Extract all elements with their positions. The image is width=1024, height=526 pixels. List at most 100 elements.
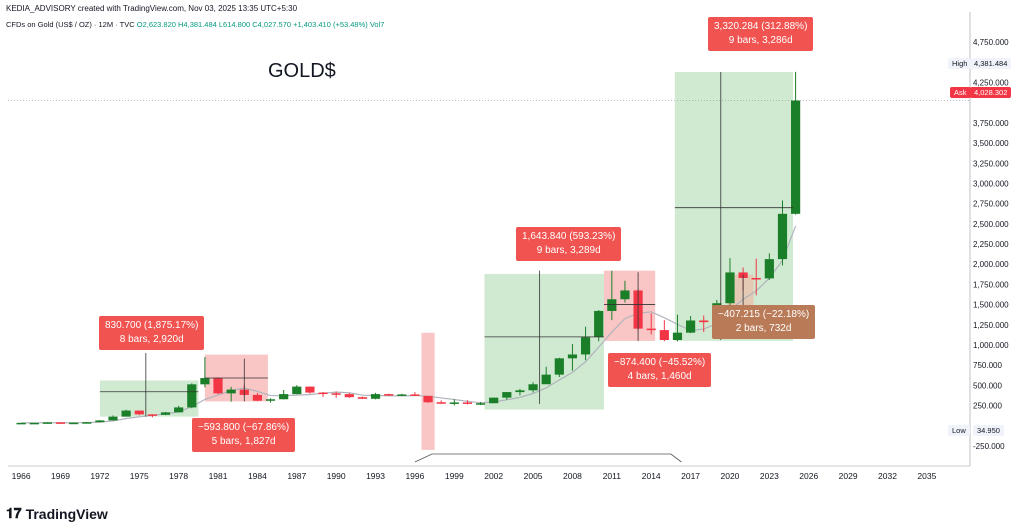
low-label-tag: Low [948,425,970,436]
candle-body-1978 [174,407,184,413]
candle-body-1991 [344,394,354,398]
candle-body-1996 [410,394,420,396]
measure-label-2016: 3,320.284 (312.88%) 9 bars, 3,286d [708,17,814,51]
low-value-tag: 34.950 [973,425,1004,436]
candle-body-1967 [29,422,39,425]
candle-body-1994 [384,394,394,396]
y-tick-label: 2,500.000 [973,220,1009,229]
candle-body-1975 [134,410,144,415]
candle-body-1998 [436,402,446,404]
candle-body-1987 [292,386,302,395]
candle-body-2016 [672,332,683,341]
candle-body-2002 [489,397,499,404]
candle-body-1969 [55,422,66,424]
x-tick-label: 2023 [760,471,779,481]
y-tick-label: 4,750.000 [973,38,1009,47]
y-tick-label: 4,250.000 [973,79,1009,88]
candle-body-2017 [685,320,696,333]
measure-label-2001: 1,643.840 (593.23%) 9 bars, 3,289d [516,227,622,261]
candle-body-2014 [646,328,656,331]
candle-body-1973 [108,416,118,421]
ask-value-tag: 4,028.302 [970,87,1012,98]
tradingview-brand: TradingView [25,505,108,522]
candle-body-2008 [567,354,578,359]
candle-body-1977 [160,412,171,415]
measure-label-2011: −874.400 (−45.52%) 4 bars, 1,460d [608,353,712,387]
y-tick-label: -250.000 [973,442,1005,451]
highlight-zone-1997 [421,332,435,450]
y-tick-label: 1,500.000 [973,301,1009,310]
candle-body-1989 [318,392,328,395]
y-tick-label: 1,000.000 [973,341,1009,350]
candle-body-1974 [121,410,131,417]
candle-body-2024 [777,213,788,260]
x-tick-label: 2026 [799,471,818,481]
y-tick-label: 3,250.000 [973,159,1009,168]
candle-body-1981 [213,378,223,394]
x-tick-label: 1966 [12,471,31,481]
candle-body-1999 [449,402,459,404]
candle-body-2007 [554,358,564,375]
x-tick-label: 1990 [327,471,346,481]
candle-body-2004 [515,390,525,393]
y-tick-label: 500.000 [973,381,1002,390]
x-tick-label: 1981 [209,471,228,481]
candle-body-2006 [541,374,551,385]
candle-body-1968 [42,422,52,424]
creator-line: KEDIA_ADVISORY created with TradingView.… [6,4,298,13]
candle-body-1971 [82,422,92,424]
rise-zone-1972 [99,380,199,417]
x-tick-label: 2029 [839,471,858,481]
candle-body-1993 [370,394,381,399]
y-tick-label: 2,750.000 [973,200,1009,209]
x-tick-label: 1969 [51,471,70,481]
x-tick-label: 1978 [169,471,188,481]
tradingview-logo-icon: 𝟏𝟕 [6,505,22,521]
candle-body-1972 [95,420,105,423]
symbol-info: CFDs on Gold (US$ / OZ) · 12M · TVC O2,6… [6,20,384,29]
candle-body-1990 [331,393,341,395]
candle-body-1997 [423,395,433,403]
candle-body-1984 [252,394,263,401]
tradingview-footer[interactable]: 𝟏𝟕 TradingView [6,505,108,522]
x-tick-label: 2032 [878,471,897,481]
x-tick-label: 2020 [721,471,740,481]
candle-body-2012 [620,290,630,300]
x-tick-label: 1999 [445,471,464,481]
x-tick-label: 2005 [524,471,543,481]
y-tick-label: 3,750.000 [973,119,1009,128]
ohlc-values: O2,623.820 H4,381.484 L614.800 C4,027.57… [136,20,385,29]
y-tick-label: 2,250.000 [973,240,1009,249]
x-tick-label: 2017 [681,471,700,481]
volume-line [414,453,682,463]
candle-body-1986 [279,394,289,400]
candle-body-2009 [580,337,591,355]
candle-body-1970 [69,422,79,425]
y-tick-label: 3,500.000 [973,139,1009,148]
measure-label-2020: −407.215 (−22.18%) 2 bars, 732d [712,305,816,339]
candle-body-1992 [357,397,368,399]
candle-body-2020 [725,272,735,304]
x-tick-label: 2011 [603,471,622,481]
candle-body-2000 [462,402,473,404]
x-tick-label: 2035 [917,471,936,481]
candle-body-1988 [305,386,315,393]
candle-body-1980 [200,378,210,385]
candle-body-1976 [147,414,157,416]
candle-body-2010 [594,310,604,338]
candle-body-2018 [699,320,709,323]
x-tick-label: 1993 [366,471,385,481]
candle-body-2005 [528,384,538,391]
x-tick-label: 2008 [563,471,582,481]
candle-body-2025 [791,100,801,214]
candle-body-2015 [659,330,669,341]
chart-title: GOLD$ [268,60,336,82]
candle-body-1995 [397,394,407,396]
y-tick-label: 2,000.000 [973,260,1009,269]
candle-body-2001 [475,403,486,405]
symbol-name[interactable]: CFDs on Gold (US$ / OZ) · 12M · TVC [6,20,135,29]
x-tick-label: 1987 [287,471,306,481]
measure-label-1980: −593.800 (−67.86%) 5 bars, 1,827d [192,418,296,452]
x-tick-label: 1996 [405,471,424,481]
